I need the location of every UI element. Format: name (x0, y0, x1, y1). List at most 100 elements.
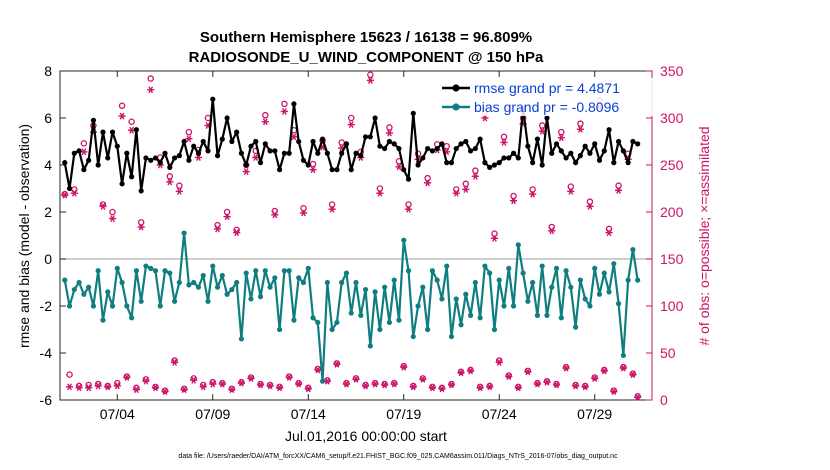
rmse-point (625, 160, 631, 166)
legend-box (440, 78, 660, 116)
rmse-point (119, 181, 125, 187)
obs-assimilated-marker (376, 189, 384, 197)
bias-point (487, 270, 493, 276)
obs-possible-marker (500, 133, 508, 141)
obs-assimilated-marker (175, 187, 183, 195)
obs-possible-marker (510, 192, 517, 200)
obs-possible-marker (371, 379, 379, 387)
bias-point (539, 263, 545, 269)
bias-point (238, 336, 245, 342)
y2-tick-label: 350 (660, 63, 684, 79)
rmse-point (444, 160, 450, 166)
bias-point (262, 268, 268, 274)
obs-assimilated-marker (395, 163, 403, 171)
obs-assimilated-marker (352, 375, 360, 383)
rmse-point (195, 150, 202, 156)
y2-axis-label: # of obs: o=possible; ×=assimilated (696, 126, 712, 345)
bias-point (219, 272, 225, 279)
rmse-point (100, 129, 106, 135)
obs-assimilated-marker (314, 366, 322, 374)
bias-point (510, 303, 517, 309)
obs-possible-marker (486, 382, 493, 390)
obs-possible-marker (562, 363, 570, 371)
rmse-point (487, 164, 493, 170)
bias-point (100, 317, 106, 323)
obs-assimilated-marker (409, 383, 417, 391)
obs-assimilated-marker (199, 383, 207, 391)
bias-point (553, 265, 560, 271)
obs-possible-marker (285, 373, 293, 380)
rmse-point (448, 160, 455, 166)
bias-point (615, 301, 622, 307)
obs-possible-marker (328, 201, 336, 208)
obs-possible-marker (276, 383, 283, 391)
rmse-point (501, 155, 507, 161)
bias-point (286, 268, 292, 274)
rmse-point (439, 141, 445, 147)
obs-assimilated-marker (237, 379, 246, 387)
bias-point (415, 303, 421, 309)
bias-point (630, 247, 636, 253)
obs-assimilated-marker (123, 373, 131, 381)
obs-assimilated-marker (65, 383, 74, 391)
bias-point (272, 275, 278, 281)
rmse-point (62, 160, 68, 166)
bias-point (114, 265, 120, 271)
obs-assimilated-marker (256, 381, 265, 389)
rmse-point (405, 176, 412, 182)
rmse-point (391, 141, 397, 147)
bias-point (167, 270, 173, 276)
bias-point (372, 289, 378, 295)
obs-possible-marker (166, 173, 174, 180)
obs-possible-marker (429, 383, 436, 391)
obs-possible-marker (219, 379, 226, 387)
obs-assimilated-marker (328, 205, 336, 213)
obs-assimilated-marker (552, 381, 561, 389)
obs-possible-marker (572, 381, 579, 389)
rmse-point (219, 136, 225, 142)
obs-assimilated-marker (276, 384, 284, 392)
rmse-point (76, 148, 82, 154)
bias-point (162, 268, 168, 274)
obs-possible-marker (538, 122, 546, 129)
bias-point (601, 270, 607, 276)
bias-point (148, 265, 154, 271)
obs-possible-marker (457, 368, 465, 376)
bias-point (434, 277, 440, 283)
bias-point (186, 282, 192, 288)
obs-assimilated-marker (304, 385, 312, 393)
y-tick-label: 4 (44, 157, 52, 173)
obs-assimilated-marker (424, 179, 432, 187)
obs-assimilated-marker (533, 380, 542, 388)
bias-point (611, 261, 617, 267)
bias-point (496, 277, 502, 283)
legend-rmse-marker (452, 84, 460, 92)
obs-assimilated-marker (466, 367, 475, 375)
rmse-point (300, 157, 307, 163)
rmse-point (620, 148, 626, 154)
bias-point (367, 343, 373, 349)
obs-possible-marker (295, 379, 302, 387)
obs-possible-marker (529, 186, 536, 193)
rmse-point (401, 167, 407, 173)
obs-assimilated-marker (213, 225, 222, 233)
bias-point (477, 315, 483, 321)
obs-possible-marker (601, 366, 608, 374)
obs-possible-marker (443, 142, 450, 150)
rmse-point (477, 136, 483, 142)
bias-point (109, 303, 116, 309)
rmse-point (510, 150, 517, 156)
obs-assimilated-marker (490, 234, 499, 242)
legend-rmse-label: rmse grand pr = 4.4871 (474, 80, 620, 96)
obs-assimilated-marker (104, 383, 112, 391)
rmse-point (238, 150, 245, 156)
obs-possible-marker (161, 387, 169, 394)
obs-possible-marker (180, 385, 188, 392)
y-tick-label: 2 (44, 204, 52, 220)
y2-tick-label: 250 (660, 157, 684, 173)
y2-tick-label: 0 (660, 392, 668, 408)
obs-assimilated-marker (509, 197, 518, 205)
obs-assimilated-marker (390, 380, 398, 388)
obs-assimilated-marker (404, 205, 413, 213)
